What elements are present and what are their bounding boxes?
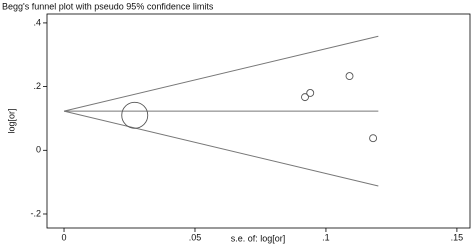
study-point (345, 72, 354, 81)
x-tick-label: .15 (451, 232, 464, 242)
plot-frame (46, 13, 471, 229)
study-point (369, 134, 378, 143)
study-point (306, 89, 315, 97)
y-axis-label: log[or] (6, 108, 16, 133)
y-tick-label: -.2 (30, 208, 41, 218)
y-tick-label: 0 (36, 145, 41, 155)
x-tick-label: 0 (62, 232, 67, 242)
study-point (301, 93, 309, 102)
y-tick-label: .2 (33, 81, 41, 91)
x-axis-label: s.e. of: log[or] (231, 233, 286, 243)
x-tick-label: .1 (322, 232, 330, 242)
study-point (121, 101, 149, 129)
chart-title: Begg's funnel plot with pseudo 95% confi… (2, 1, 214, 11)
funnel-line (63, 110, 379, 187)
x-tick-label: .05 (189, 232, 202, 242)
funnel-line (63, 35, 379, 112)
y-tick-label: .4 (33, 17, 41, 27)
